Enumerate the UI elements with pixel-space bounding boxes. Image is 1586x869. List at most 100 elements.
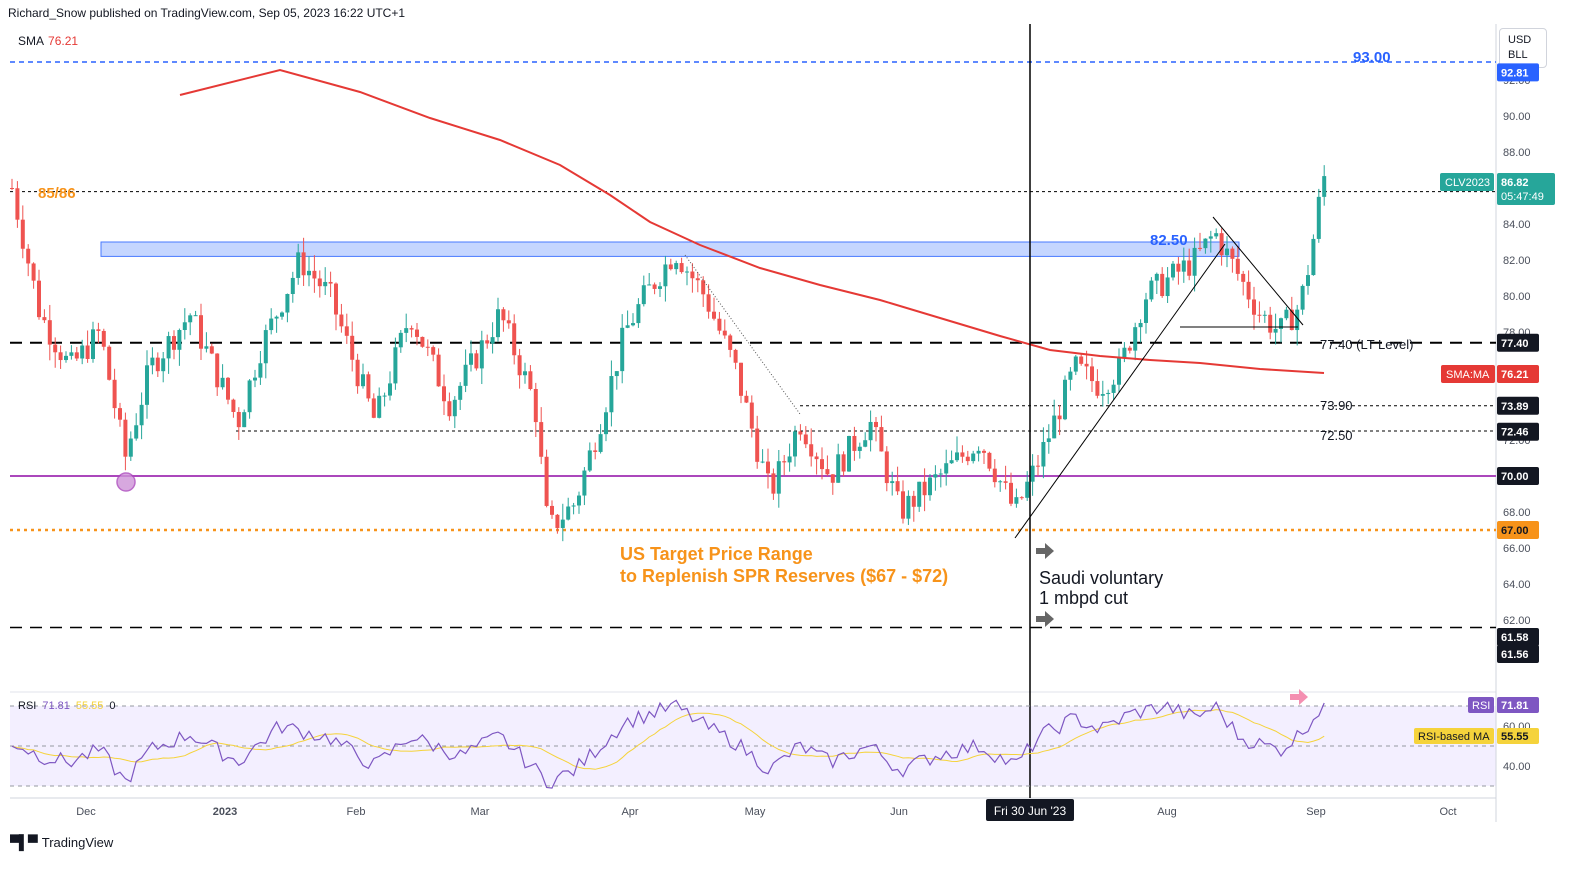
candle-body — [955, 452, 959, 461]
candle-body — [382, 395, 387, 397]
candle-body — [69, 352, 74, 356]
y-tick-label: 62.00 — [1503, 615, 1531, 627]
candle-body — [458, 385, 463, 400]
candle-body — [15, 188, 20, 220]
tag-73-89: 73.89 — [1501, 401, 1529, 413]
candle-body — [890, 481, 895, 484]
rsi-value2: 55.55 — [75, 700, 104, 712]
candle-body — [388, 383, 392, 396]
peak-82-50-label: 82.50 — [1150, 232, 1188, 249]
sma-legend[interactable]: SMA 76.21 — [18, 34, 78, 48]
candle-body — [917, 481, 922, 507]
currency-unit-button[interactable]: USD BLL — [1499, 28, 1547, 68]
candle-body — [301, 252, 306, 276]
rsi-name: RSI — [18, 700, 37, 712]
tag-61-58-bg — [1497, 628, 1539, 646]
candle-body — [1241, 273, 1246, 282]
tag-61-56-bg — [1497, 645, 1539, 663]
candle-body — [37, 280, 41, 318]
candle-body — [96, 329, 101, 331]
tag-61-56: 61.56 — [1501, 649, 1529, 661]
candle-body — [679, 263, 684, 273]
candle-body — [1100, 394, 1105, 396]
candle-body — [420, 336, 425, 347]
candle-body — [523, 371, 527, 376]
rsi-legend[interactable]: RSI 71.81 55.55 0 — [18, 700, 122, 712]
candle-body — [906, 495, 911, 519]
candle-body — [1192, 247, 1197, 276]
candle-body — [771, 473, 776, 494]
candle-body — [285, 293, 290, 313]
candle-body — [290, 277, 295, 294]
candle-body — [863, 440, 868, 447]
candle-body — [701, 280, 706, 295]
candle-body — [463, 364, 468, 386]
symbol-tag-label: CLV2023 — [1445, 177, 1490, 189]
candle-body — [539, 422, 544, 457]
candle-body — [269, 318, 274, 331]
rsi-tag-bg — [1468, 697, 1494, 713]
candle-body — [247, 380, 252, 413]
countdown-label: 05:47:49 — [1501, 191, 1544, 203]
candle-body — [1225, 248, 1229, 256]
candle-body — [847, 435, 851, 472]
candle-body — [204, 346, 209, 349]
tag-67-00: 67.00 — [1501, 525, 1529, 537]
candle-body — [193, 315, 198, 317]
candle-body — [47, 320, 52, 345]
candle-body — [1144, 299, 1148, 323]
candle-body — [1316, 196, 1321, 239]
tag-70-00-bg — [1497, 467, 1539, 485]
candle-body — [1127, 347, 1132, 351]
candle-body — [587, 450, 592, 471]
sma-tag-label: SMA:MA — [1446, 369, 1490, 381]
candle-body — [91, 329, 95, 359]
sma-tag-value-bg — [1497, 365, 1539, 383]
candle-body — [1160, 273, 1165, 297]
candle-body — [652, 284, 657, 289]
candle-body — [404, 328, 409, 333]
candle-body — [960, 452, 965, 457]
candle-body — [258, 363, 263, 378]
candle-body — [728, 335, 733, 350]
sma-tag-value: 76.21 — [1501, 369, 1529, 381]
candle-body — [1246, 281, 1251, 300]
candle-body — [312, 270, 317, 279]
x-tick-label: Oct — [1439, 806, 1456, 818]
candle-body — [26, 248, 31, 264]
tag-92-81: 92.81 — [1501, 67, 1529, 79]
candle-body — [668, 264, 673, 270]
candle-body — [1181, 260, 1186, 272]
candle-body — [253, 377, 257, 381]
candle-body — [760, 461, 765, 463]
candle-body — [992, 468, 997, 483]
candle-body — [852, 435, 857, 451]
candle-body — [334, 283, 338, 315]
x-tick-label: Feb — [347, 806, 366, 818]
candle-body — [1030, 465, 1035, 482]
candle-body — [1003, 481, 1008, 483]
rsi-ma-tag-label: RSI-based MA — [1418, 731, 1490, 743]
level-72-50-label: 72.50 — [1320, 428, 1353, 443]
candle-body — [172, 336, 176, 350]
candle-body — [793, 431, 797, 457]
level-93-label: 93.00 — [1353, 49, 1391, 66]
candle-body — [317, 278, 322, 287]
candle-body — [307, 270, 311, 276]
candle-body — [933, 474, 938, 478]
candle-body — [874, 421, 878, 428]
candle-body — [782, 461, 787, 463]
candle-body — [1295, 309, 1300, 331]
candle-body — [1273, 328, 1278, 333]
candle-body — [112, 379, 117, 409]
candle-body — [1122, 347, 1127, 358]
x-tick-label: Aug — [1157, 806, 1177, 818]
candle-body — [690, 271, 695, 279]
candle-body — [355, 359, 360, 387]
candle-body — [1187, 260, 1192, 276]
candle-body — [199, 315, 203, 349]
candle-body — [447, 401, 452, 417]
candle-body — [328, 281, 333, 284]
candle-body — [506, 320, 511, 324]
